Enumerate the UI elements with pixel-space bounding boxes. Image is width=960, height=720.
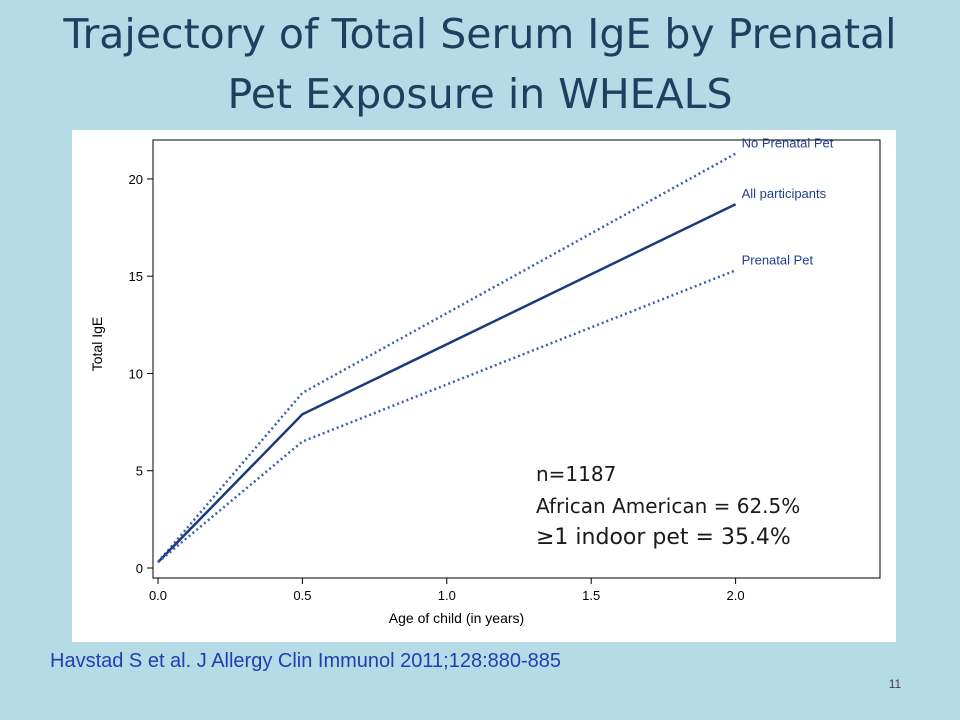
study-annotation: n=1187 African American = 62.5% ≥1 indoo… xyxy=(536,458,800,554)
y-tick-label: 20 xyxy=(129,172,143,187)
annotation-african-american: African American = 62.5% xyxy=(536,494,801,518)
slide-title: Trajectory of Total Serum IgE by Prenata… xyxy=(0,4,960,124)
x-tick-label: 1.0 xyxy=(438,588,456,603)
y-tick-label: 15 xyxy=(129,269,143,284)
annotation-sample-size: n=1187 xyxy=(536,462,617,486)
citation: Havstad S et al. J Allergy Clin Immunol … xyxy=(50,650,562,672)
y-tick-label: 5 xyxy=(136,464,143,479)
series-label: All participants xyxy=(742,186,827,201)
plot-frame xyxy=(152,139,881,579)
chart-panel: 0 5 10 15 20 0.0 0.5 1.0 1.5 2.0 Age of child (in … xyxy=(72,130,896,642)
y-tick-label: 10 xyxy=(129,366,143,381)
y-axis-label: Total IgE xyxy=(89,317,105,371)
x-tick-label: 1.5 xyxy=(582,588,600,603)
x-axis-label: Age of child (in years) xyxy=(389,610,524,626)
x-tick-label: 0.5 xyxy=(293,588,311,603)
series-line xyxy=(157,203,737,564)
x-tick-label: 2.0 xyxy=(727,588,745,603)
x-tick-label: 0.0 xyxy=(149,588,167,603)
series-label: No Prenatal Pet xyxy=(742,136,834,151)
slide-title-line-1: Trajectory of Total Serum IgE by Prenata… xyxy=(63,10,897,58)
slide-title-line-2: Pet Exposure in WHEALS xyxy=(227,70,733,118)
slide-number: 11 xyxy=(888,677,902,691)
series-label: Prenatal Pet xyxy=(742,252,814,267)
annotation-indoor-pet: ≥1 indoor pet = 35.4% xyxy=(536,525,791,550)
line-chart: 0 5 10 15 20 0.0 0.5 1.0 1.5 2.0 Age of child (in … xyxy=(89,136,881,626)
y-tick-label: 0 xyxy=(136,561,143,576)
